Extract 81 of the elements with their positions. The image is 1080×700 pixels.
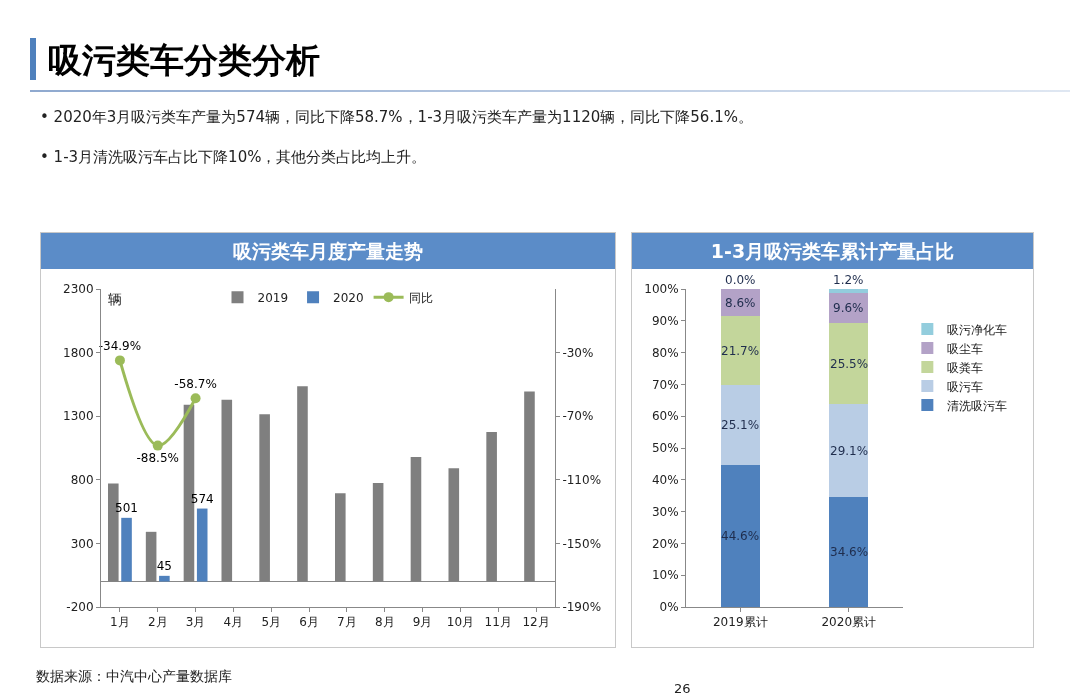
point (114, 355, 125, 366)
y-tick-label: 80% (651, 345, 679, 360)
data-label: 25.1% (721, 418, 760, 432)
bar (829, 323, 869, 405)
data-label: 9.6% (833, 301, 864, 315)
y2-tick-label: -150% (562, 536, 602, 551)
data-label: 44.6% (721, 529, 760, 543)
x-tick-label: 8月 (374, 615, 395, 630)
point (190, 393, 201, 404)
x-tick-label: 9月 (412, 615, 433, 630)
x-tick-label: 2月 (147, 615, 168, 630)
y-tick-label: 300 (70, 536, 94, 551)
y-tick-label: 90% (651, 314, 679, 328)
legend-label: 吸污车 (947, 379, 984, 394)
x-tick-label: 2019累计 (712, 615, 768, 630)
x-tick-label: 12月 (522, 615, 550, 630)
y-axis-title: 辆 (108, 291, 122, 307)
legend-label: 2020 (333, 290, 364, 305)
bar (720, 385, 760, 466)
bar (720, 316, 760, 386)
data-label: 1.2% (833, 273, 864, 287)
data-label: 574 (190, 491, 214, 506)
data-label: 25.5% (830, 357, 869, 371)
y-tick-label: 1800 (63, 345, 94, 360)
text: • 2020年3月吸污类车产量为574辆，同比下降58.7%，1-3月吸污类车产量为1120辆，同比下降56.1%。 (40, 108, 753, 127)
bar (196, 508, 208, 582)
text: 26 (674, 681, 691, 696)
y-tick-label: 20% (651, 536, 679, 551)
y-tick-label: 40% (651, 473, 679, 487)
y-tick-label: 800 (70, 473, 94, 487)
legend-label: 吸尘车 (947, 341, 984, 356)
data-label: -34.9% (98, 339, 142, 354)
data-label: 501 (115, 500, 138, 515)
y-tick-label: 60% (651, 409, 679, 424)
x-tick-label: 2020累计 (821, 615, 877, 630)
x-tick-label: 5月 (261, 615, 282, 630)
x-tick-label: 3月 (185, 615, 206, 630)
y-tick-label: 30% (651, 504, 679, 519)
y-tick-label: 2300 (63, 282, 94, 297)
source-note: 数据来源：中汽中心产量数据库 (36, 668, 232, 686)
data-label: 34.6% (830, 545, 869, 559)
legend-label: 吸粪车 (947, 360, 984, 375)
legend-label: 吸污净化车 (947, 322, 1008, 337)
y2-tick-label: -30% (562, 345, 594, 360)
y-tick-label: 50% (651, 441, 679, 456)
bar (159, 575, 170, 582)
chart-title: 吸污类车月度产量走势 (41, 233, 615, 269)
chart-title: 1-3月吸污类车累计产量占比 (632, 233, 1033, 269)
x-tick-label: 7月 (337, 615, 357, 630)
bar (829, 404, 869, 497)
x-tick-label: 4月 (223, 615, 244, 630)
legend-label: 同比 (408, 290, 433, 305)
legend-label: 清洗吸污车 (947, 398, 1008, 413)
data-label: 8.6% (725, 296, 756, 310)
bar (121, 517, 132, 582)
data-label: -88.5% (136, 450, 179, 465)
y-tick-label: 100% (644, 282, 679, 297)
bar (829, 289, 869, 293)
x-tick-label: 1月 (110, 615, 130, 630)
data-label: 21.7% (721, 344, 760, 358)
y-tick-label: -200 (66, 600, 94, 615)
y-tick-label: 0% (659, 600, 679, 615)
point (152, 440, 163, 451)
y-tick-label: 70% (651, 377, 679, 392)
bar (829, 496, 869, 607)
data-label: 0.0% (725, 273, 756, 287)
x-tick-label: 6月 (299, 615, 319, 630)
text: 吸污类车分类分析 (48, 39, 320, 82)
y2-tick-label: -110% (562, 473, 602, 487)
data-label: -58.7% (174, 376, 217, 391)
legend-label: 2019 (257, 290, 289, 305)
y-tick-label: 10% (651, 568, 679, 583)
y-tick-label: 1300 (63, 409, 94, 424)
y2-tick-label: -70% (562, 409, 594, 424)
y2-tick-label: -190% (562, 600, 602, 615)
bar (720, 465, 760, 607)
text: • 1-3月清洗吸污车占比下降10%，其他分类占比均上升。 (40, 148, 427, 167)
x-tick-label: 11月 (484, 615, 512, 630)
data-label: 45 (156, 558, 173, 573)
data-label: 29.1% (830, 444, 869, 458)
x-tick-label: 10月 (446, 615, 475, 630)
